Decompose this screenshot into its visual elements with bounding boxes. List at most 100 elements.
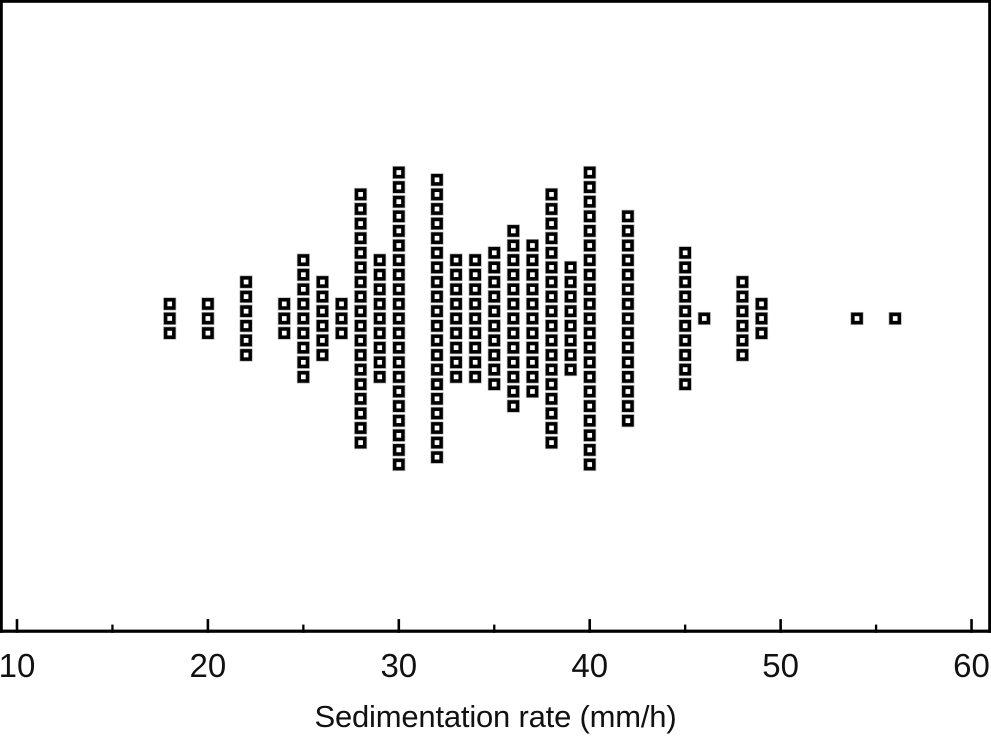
dot-marker-center	[549, 308, 554, 314]
dot-marker-center	[511, 257, 516, 263]
dot-marker-center	[568, 279, 573, 285]
dot-marker-center	[396, 374, 402, 380]
dot-marker-center	[453, 272, 459, 278]
dot-marker-center	[358, 323, 363, 329]
dot-marker-center	[682, 338, 688, 343]
dot-marker-center	[396, 228, 402, 234]
dot-column	[583, 165, 597, 472]
dot-marker-center	[358, 221, 363, 226]
dot-marker-center	[491, 338, 497, 343]
dot-marker-center	[682, 265, 688, 270]
dot-marker-center	[358, 192, 363, 197]
dot-column	[315, 275, 329, 362]
dot-marker-center	[511, 374, 516, 380]
dot-marker-center	[587, 199, 593, 205]
dot-marker-center	[587, 418, 593, 424]
dot-marker-center	[453, 330, 459, 336]
dot-marker-center	[587, 374, 593, 380]
dot-marker-center	[472, 359, 478, 365]
dot-marker-center	[358, 206, 363, 212]
dot-marker-center	[339, 330, 344, 336]
dot-marker-center	[301, 345, 306, 351]
dot-marker-center	[434, 279, 440, 285]
dot-marker-center	[491, 352, 497, 358]
dot-marker-center	[358, 440, 363, 445]
dot-marker-center	[511, 330, 516, 336]
dot-marker-center	[434, 338, 440, 343]
dot-marker-center	[625, 389, 631, 394]
dot-column	[354, 187, 368, 450]
dot-marker-center	[511, 301, 516, 307]
dot-marker-center	[167, 316, 173, 321]
dot-marker-center	[587, 301, 593, 307]
dot-marker-center	[511, 359, 516, 365]
dot-marker-center	[434, 323, 440, 329]
x-tick-label: 60	[953, 647, 990, 684]
dot-marker-center	[472, 330, 478, 336]
x-tick-label: 40	[571, 647, 608, 684]
dot-marker-center	[549, 381, 554, 387]
dot-column	[239, 275, 253, 362]
dot-marker-center	[740, 352, 745, 358]
dot-marker-center	[396, 316, 402, 321]
dot-column	[201, 297, 215, 340]
dot-marker-center	[530, 316, 535, 321]
dot-marker-center	[759, 316, 764, 321]
dot-marker-center	[740, 279, 745, 285]
dot-marker-center	[682, 323, 688, 329]
dot-marker-center	[320, 294, 325, 299]
dot-marker-center	[358, 367, 363, 372]
dot-marker-center	[396, 345, 402, 351]
dot-marker-center	[625, 345, 631, 351]
dot-marker-center	[625, 257, 631, 263]
dot-marker-center	[549, 265, 554, 270]
dot-marker-center	[625, 403, 631, 409]
x-tick-label: 30	[380, 647, 417, 684]
dot-column	[506, 224, 520, 413]
dot-marker-center	[472, 286, 478, 292]
x-axis-title: Sedimentation rate (mm/h)	[314, 699, 677, 734]
dot-marker-center	[243, 294, 249, 299]
dot-marker-center	[243, 352, 249, 358]
dot-marker-center	[587, 257, 593, 263]
dot-marker-center	[549, 338, 554, 343]
dot-marker-center	[491, 381, 497, 387]
dot-marker-center	[320, 308, 325, 314]
dot-marker-center	[301, 359, 306, 365]
x-tick-major	[970, 619, 973, 633]
dot-marker-center	[281, 301, 287, 307]
dot-marker-center	[377, 257, 383, 263]
dot-marker-center	[549, 367, 554, 372]
dot-marker-center	[358, 265, 363, 270]
plot-frame-right	[988, 0, 991, 633]
dot-column	[430, 173, 444, 464]
x-tick-major	[588, 619, 592, 633]
dot-marker-center	[472, 257, 478, 263]
dot-marker-center	[491, 294, 497, 299]
dot-marker-center	[358, 235, 363, 241]
dot-marker-center	[549, 192, 554, 197]
dot-marker-center	[396, 257, 402, 263]
dot-marker-center	[434, 352, 440, 358]
dot-marker-center	[491, 250, 497, 256]
dot-marker-center	[682, 279, 688, 285]
x-tick-minor	[111, 624, 114, 633]
dot-marker-center	[530, 301, 535, 307]
dot-marker-center	[759, 301, 764, 307]
dot-marker-center	[377, 330, 383, 336]
dot-marker-center	[530, 359, 535, 365]
dot-marker-center	[511, 345, 516, 351]
x-tick-major	[779, 619, 782, 633]
dot-marker-center	[892, 316, 898, 321]
dot-marker-center	[243, 308, 249, 314]
dot-marker-center	[625, 418, 631, 424]
dot-marker-center	[358, 250, 363, 256]
dot-marker-center	[491, 279, 497, 285]
dot-marker-center	[587, 330, 593, 336]
dot-marker-center	[625, 243, 631, 248]
dot-marker-center	[320, 323, 325, 329]
plot-frame-left	[0, 0, 3, 633]
dot-marker-center	[453, 301, 459, 307]
dot-marker-center	[511, 272, 516, 278]
